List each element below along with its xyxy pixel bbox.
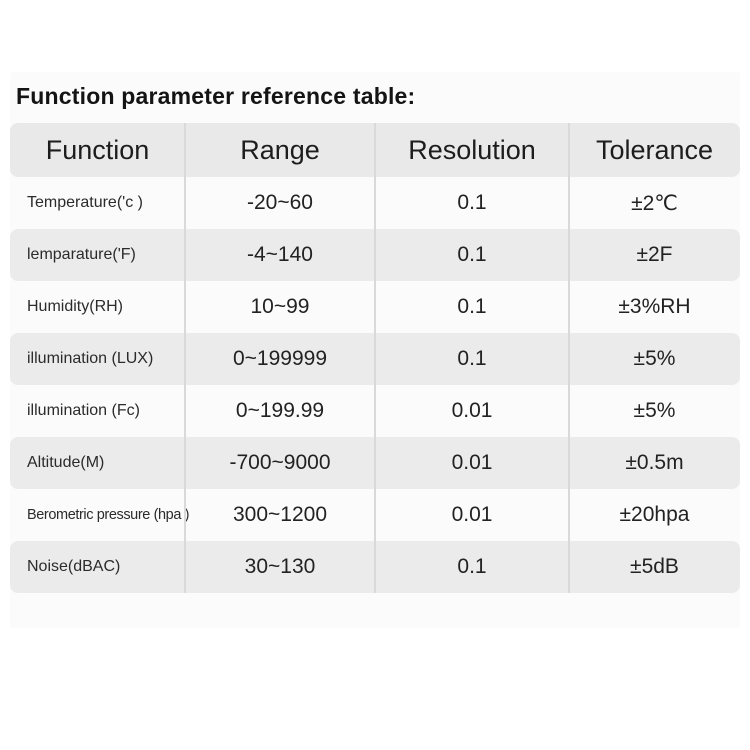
column-separator	[184, 123, 186, 593]
table-row: illumination (Fc) 0~199.99 0.01 ±5%	[10, 385, 740, 437]
cell-tolerance: ±3%RH	[618, 295, 691, 318]
column-separator	[568, 123, 570, 593]
cell-resolution: 0.1	[457, 243, 487, 266]
cell-function: Temperature('c )	[27, 194, 143, 211]
cell-range: -4~140	[247, 243, 313, 266]
cell-resolution: 0.1	[457, 191, 487, 214]
header-function: Function	[45, 134, 150, 165]
cell-range: 10~99	[250, 295, 310, 318]
cell-function: Berometric pressure (hpa )	[27, 507, 190, 523]
cell-range: -20~60	[247, 191, 313, 214]
cell-resolution: 0.1	[457, 295, 487, 318]
cell-function: illumination (Fc)	[27, 402, 140, 419]
cell-function: illumination (LUX)	[27, 350, 154, 367]
cell-range: 30~130	[244, 555, 316, 578]
cell-resolution: 0.01	[451, 503, 493, 526]
cell-function: Noise(dBAC)	[27, 558, 121, 575]
cell-tolerance: ±5dB	[630, 555, 679, 578]
cell-tolerance: ±2F	[636, 243, 673, 266]
cell-function: Humidity(RH)	[27, 298, 123, 315]
table-row: Humidity(RH) 10~99 0.1 ±3%RH	[10, 281, 740, 333]
content-panel: Function parameter reference table: Func…	[10, 72, 740, 628]
cell-tolerance: ±5%	[633, 347, 676, 370]
cell-tolerance: ±20hpa	[619, 503, 690, 526]
cell-resolution: 0.01	[451, 451, 493, 474]
header-range: Range	[240, 134, 320, 165]
cell-resolution: 0.1	[457, 347, 487, 370]
cell-range: 0~199999	[232, 347, 328, 370]
cell-tolerance: ±2℃	[631, 191, 678, 215]
table-row: Berometric pressure (hpa ) 300~1200 0.01 ±2…	[10, 489, 740, 541]
cell-tolerance: ±5%	[633, 399, 676, 422]
cell-function: lemparature('F)	[27, 246, 136, 263]
header-resolution: Resolution	[408, 134, 536, 165]
cell-range: 300~1200	[232, 503, 328, 526]
cell-function: Altitude(M)	[27, 454, 105, 471]
page-title: Function parameter reference table:	[16, 83, 416, 109]
parameter-table: Function Range Resolution Tolerance Temp…	[10, 123, 740, 593]
header-tolerance: Tolerance	[595, 134, 714, 165]
cell-range: -700~9000	[229, 451, 331, 474]
table-row: Temperature('c ) -20~60 0.1 ±2℃	[10, 177, 740, 229]
cell-range: 0~199.99	[235, 399, 325, 422]
cell-tolerance: ±0.5m	[625, 451, 684, 474]
column-separator	[374, 123, 376, 593]
cell-resolution: 0.1	[457, 555, 487, 578]
cell-resolution: 0.01	[451, 399, 493, 422]
